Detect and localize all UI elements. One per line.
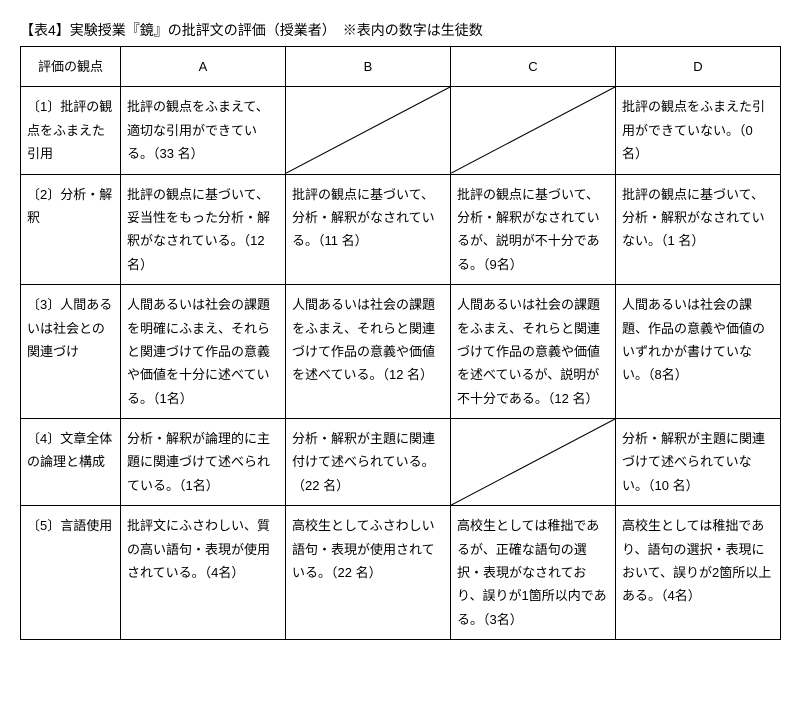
cell-B: 分析・解釈が主題に関連付けて述べられている。（22 名）: [286, 419, 451, 506]
header-A: A: [121, 47, 286, 87]
header-D: D: [616, 47, 781, 87]
cell-B: 批評の観点に基づいて、分析・解釈がなされている。（11 名）: [286, 174, 451, 285]
cell-C: 高校生としては稚拙であるが、正確な語句の選択・表現がなされており、誤りが1箇所以…: [451, 506, 616, 640]
cell-A: 分析・解釈が論理的に主題に関連づけて述べられている。（1名）: [121, 419, 286, 506]
cell-C-empty: [451, 419, 616, 506]
table-row: 〔2〕分析・解釈 批評の観点に基づいて、妥当性をもった分析・解釈がなされている。…: [21, 174, 781, 285]
table-row: 〔4〕文章全体の論理と構成 分析・解釈が論理的に主題に関連づけて述べられている。…: [21, 419, 781, 506]
cell-D: 批評の観点をふまえた引用ができていない。（0 名）: [616, 87, 781, 174]
header-B: B: [286, 47, 451, 87]
header-C: C: [451, 47, 616, 87]
cell-A: 人間あるいは社会の課題を明確にふまえ、それらと関連づけて作品の意義や価値を十分に…: [121, 285, 286, 419]
table-title: 【表4】実験授業『鏡』の批評文の評価（授業者） ※表内の数字は生徒数: [20, 20, 780, 40]
cell-C-empty: [451, 87, 616, 174]
cell-A: 批評文にふさわしい、質の高い語句・表現が使用されている。（4名）: [121, 506, 286, 640]
evaluation-table: 評価の観点 A B C D 〔1〕批評の観点をふまえた引用 批評の観点をふまえて…: [20, 46, 781, 640]
row-label: 〔5〕言語使用: [21, 506, 121, 640]
table-header-row: 評価の観点 A B C D: [21, 47, 781, 87]
table-row: 〔3〕人間あるいは社会との関連づけ 人間あるいは社会の課題を明確にふまえ、それら…: [21, 285, 781, 419]
row-label: 〔3〕人間あるいは社会との関連づけ: [21, 285, 121, 419]
cell-C: 人間あるいは社会の課題をふまえ、それらと関連づけて作品の意義や価値を述べているが…: [451, 285, 616, 419]
cell-D: 批評の観点に基づいて、分析・解釈がなされていない。（1 名）: [616, 174, 781, 285]
table-row: 〔5〕言語使用 批評文にふさわしい、質の高い語句・表現が使用されている。（4名）…: [21, 506, 781, 640]
cell-A: 批評の観点をふまえて、適切な引用ができている。（33 名）: [121, 87, 286, 174]
header-viewpoint: 評価の観点: [21, 47, 121, 87]
cell-D: 高校生としては稚拙であり、語句の選択・表現において、誤りが2箇所以上ある。（4名…: [616, 506, 781, 640]
cell-D: 分析・解釈が主題に関連づけて述べられていない。（10 名）: [616, 419, 781, 506]
cell-B: 人間あるいは社会の課題をふまえ、それらと関連づけて作品の意義や価値を述べている。…: [286, 285, 451, 419]
cell-D: 人間あるいは社会の課題、作品の意義や価値のいずれかが書けていない。（8名）: [616, 285, 781, 419]
row-label: 〔2〕分析・解釈: [21, 174, 121, 285]
cell-A: 批評の観点に基づいて、妥当性をもった分析・解釈がなされている。（12 名）: [121, 174, 286, 285]
cell-B: 高校生としてふさわしい語句・表現が使用されている。（22 名）: [286, 506, 451, 640]
cell-B-empty: [286, 87, 451, 174]
row-label: 〔1〕批評の観点をふまえた引用: [21, 87, 121, 174]
table-row: 〔1〕批評の観点をふまえた引用 批評の観点をふまえて、適切な引用ができている。（…: [21, 87, 781, 174]
row-label: 〔4〕文章全体の論理と構成: [21, 419, 121, 506]
cell-C: 批評の観点に基づいて、分析・解釈がなされているが、説明が不十分である。（9名）: [451, 174, 616, 285]
